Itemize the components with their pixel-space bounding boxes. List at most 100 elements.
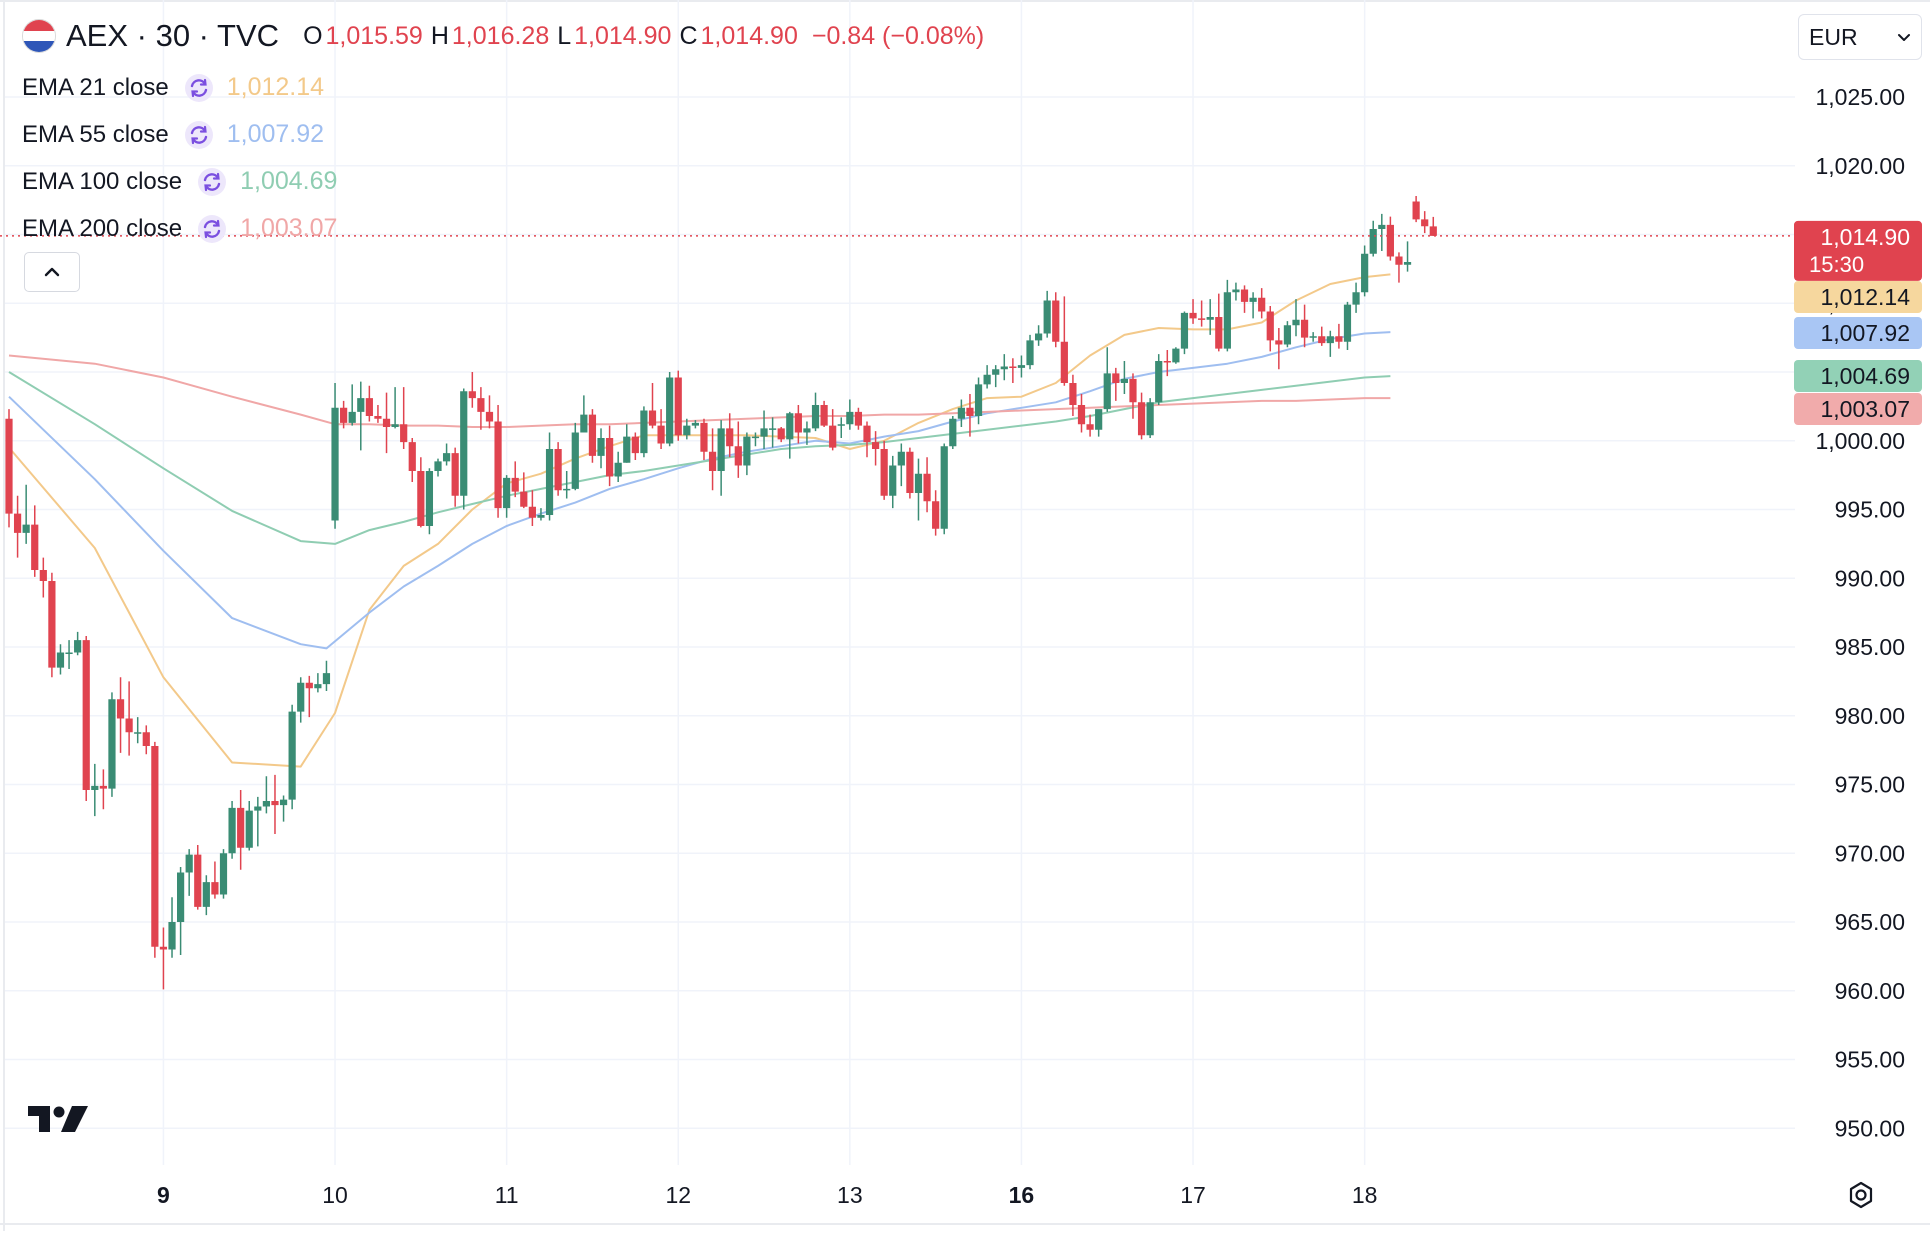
candle — [1361, 245, 1369, 297]
candle-body — [631, 436, 639, 454]
indicator-ema-200[interactable]: EMA 200 close 1,003.07 — [22, 205, 984, 252]
indicator-ema-100[interactable]: EMA 100 close 1,004.69 — [22, 158, 984, 205]
candle-body — [880, 449, 888, 496]
candle — [279, 795, 288, 822]
candle-body — [726, 428, 734, 447]
candle — [142, 725, 150, 755]
candle — [554, 442, 562, 496]
x-tick-label: 17 — [1180, 1182, 1206, 1208]
candle — [1421, 211, 1429, 234]
candle — [1369, 220, 1377, 257]
time-axis[interactable]: 9 10 11 12 13 16 17 18 — [157, 1182, 1377, 1208]
candle-body — [734, 446, 742, 466]
candle-body — [1086, 424, 1094, 430]
candle-body — [237, 807, 245, 848]
ema-price-label-value: 1,007.92 — [1820, 320, 1910, 346]
x-tick-label: 12 — [665, 1182, 691, 1208]
candle — [1326, 330, 1334, 357]
candle-body — [202, 882, 210, 907]
candle — [245, 801, 253, 851]
candle-body — [177, 872, 185, 922]
refresh-icon[interactable] — [184, 120, 213, 149]
candle-body — [185, 854, 193, 873]
refresh-icon[interactable] — [184, 73, 213, 102]
candle-body — [846, 411, 854, 425]
candle — [1283, 321, 1292, 348]
refresh-icon[interactable] — [198, 167, 227, 196]
candle — [485, 395, 494, 429]
candle — [717, 420, 725, 496]
candle — [1343, 301, 1352, 350]
collapse-legend-button[interactable] — [24, 252, 80, 292]
currency-selector[interactable]: EUR — [1798, 14, 1922, 60]
candle — [1275, 328, 1283, 370]
candle — [949, 416, 957, 449]
candle-body — [254, 806, 262, 811]
candle — [219, 849, 228, 899]
candle — [708, 428, 717, 491]
candle — [237, 790, 245, 870]
candle — [537, 508, 545, 521]
high-value: 1,016.28 — [451, 21, 550, 50]
candle-body — [1215, 317, 1223, 349]
candle-body — [442, 453, 451, 462]
candle — [391, 387, 399, 429]
candle — [442, 443, 451, 466]
ema-price-label: 1,007.92 — [1794, 317, 1922, 349]
candle — [1206, 299, 1214, 335]
indicator-ema-55[interactable]: EMA 55 close 1,007.92 — [22, 111, 984, 158]
indicator-ema-21[interactable]: EMA 21 close 1,012.14 — [22, 64, 984, 111]
x-tick-label: 11 — [495, 1182, 519, 1208]
candle — [1352, 282, 1360, 313]
tradingview-logo-icon[interactable] — [28, 1104, 90, 1139]
symbol-title[interactable]: AEX · 30 · TVC — [66, 18, 280, 53]
candle-body — [485, 411, 494, 422]
candle — [254, 796, 262, 847]
candle — [520, 472, 528, 509]
candle — [365, 385, 373, 422]
candle — [1292, 299, 1300, 337]
candle-body — [932, 501, 940, 529]
candle-body — [743, 436, 751, 466]
ema-price-label-value: 1,003.07 — [1820, 396, 1910, 422]
x-tick-label: 10 — [322, 1182, 348, 1208]
candle — [1077, 394, 1086, 433]
candle — [1378, 213, 1386, 251]
candle-body — [854, 411, 863, 426]
candle-body — [460, 391, 468, 496]
candle — [1155, 354, 1163, 405]
candle — [434, 458, 442, 477]
candle-body — [786, 413, 794, 440]
candle-body — [494, 421, 502, 509]
candle — [65, 640, 73, 669]
candle — [1146, 398, 1154, 438]
candle — [871, 431, 880, 466]
candle — [1240, 285, 1249, 313]
candle-body — [365, 398, 373, 416]
candle-body — [194, 854, 202, 907]
candle-body — [537, 515, 545, 518]
candle — [923, 457, 931, 513]
candle-body — [1309, 336, 1317, 338]
candle-body — [794, 413, 802, 433]
candle-body — [408, 442, 416, 471]
candle — [837, 417, 845, 438]
settings-icon[interactable] — [1846, 1180, 1876, 1215]
candle-body — [1300, 319, 1309, 338]
y-tick-label: 950.00 — [1835, 1115, 1905, 1141]
candle — [305, 675, 313, 718]
candle — [417, 457, 425, 528]
low-value: 1,014.90 — [574, 21, 672, 50]
candle-body — [1283, 325, 1292, 345]
candle-body — [1292, 319, 1300, 326]
candle — [1249, 292, 1257, 319]
y-tick-label: 975.00 — [1835, 772, 1905, 798]
candle-body — [966, 407, 974, 416]
refresh-icon[interactable] — [198, 214, 227, 243]
ema-price-label-bg — [1794, 360, 1922, 392]
candle — [451, 447, 459, 507]
candle — [1069, 374, 1077, 416]
candle-body — [1112, 373, 1120, 383]
